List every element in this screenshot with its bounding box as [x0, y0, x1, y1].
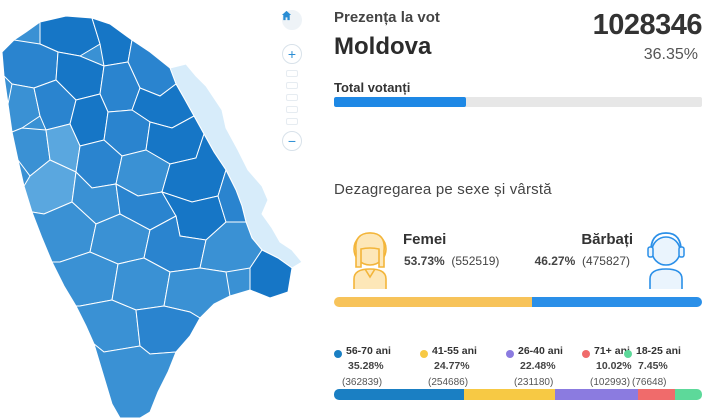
age-group-label: 56-70 ani: [346, 345, 391, 357]
zoom-out-button[interactable]: −: [282, 131, 302, 151]
male-avatar-icon: [644, 227, 688, 294]
female-percent: 53.73%: [404, 254, 445, 268]
age-bar-segment: [463, 389, 555, 400]
female-avatar-icon: [348, 227, 392, 294]
female-label: Femei: [403, 231, 447, 248]
zoom-in-button[interactable]: +: [282, 44, 302, 64]
age-group-count: (76648): [632, 377, 667, 388]
zoom-level[interactable]: [286, 94, 298, 101]
age-groups: 56-70 ani 35.28% (362839) 41-55 ani 24.77% (2…: [334, 344, 702, 400]
age-legend-dot: [624, 350, 632, 358]
age-group-percent: 10.02%: [596, 360, 632, 372]
map-svg[interactable]: [0, 0, 310, 420]
age-legend-dot: [420, 350, 428, 358]
gender-breakdown: Femei 53.73% (552519) Bărbați 46.27% (47…: [334, 223, 702, 311]
map-region-south-8[interactable]: [135, 305, 201, 355]
home-icon: [281, 10, 292, 21]
age-legend-dot: [506, 350, 514, 358]
age-group-percent: 24.77%: [434, 360, 470, 372]
age-bar-segment: [554, 389, 638, 400]
age-group-label: 41-55 ani: [432, 345, 477, 357]
region-name: Moldova: [334, 33, 432, 60]
breakdown-title: Dezagregarea pe sexe și vârstă: [334, 181, 552, 198]
age-group-count: (362839): [342, 377, 383, 388]
home-button[interactable]: [281, 10, 302, 30]
age-group-percent: 22.48%: [520, 360, 556, 372]
age-group-label: 71+ ani: [594, 345, 630, 357]
female-count: (552519): [451, 254, 500, 268]
turnout-progress-bar: [334, 97, 702, 107]
age-bar-segment: [334, 389, 464, 400]
gender-bar-male: [531, 297, 702, 307]
total-votanti-label: Total votanți: [334, 80, 411, 95]
age-group-count: (254686): [428, 377, 469, 388]
turnout-percent: 36.35%: [643, 46, 698, 63]
total-voters-count: 1028346: [592, 9, 703, 41]
gender-bar: [334, 297, 702, 307]
male-label: Bărbați: [581, 231, 633, 248]
male-count: (475827): [581, 254, 630, 268]
age-legend-dot: [582, 350, 590, 358]
panel-title: Prezența la vot: [334, 9, 440, 26]
age-group-label: 26-40 ani: [518, 345, 563, 357]
gender-bar-female: [334, 297, 532, 307]
male-percent: 46.27%: [534, 254, 576, 268]
age-bar-segment: [674, 389, 702, 400]
zoom-level[interactable]: [286, 118, 298, 125]
age-group-label: 18-25 ani: [636, 345, 681, 357]
age-group-percent: 7.45%: [638, 360, 668, 372]
age-bar: [334, 389, 702, 400]
age-group-percent: 35.28%: [348, 360, 384, 372]
male-stats: 46.27% (475827): [535, 254, 630, 268]
age-group-count: (231180): [514, 377, 554, 388]
map-region-gagauzia[interactable]: [75, 299, 141, 353]
age-group-count: (102993): [590, 377, 631, 388]
zoom-levels: [286, 70, 298, 125]
moldova-map[interactable]: + −: [0, 0, 310, 420]
turnout-progress-fill: [334, 97, 467, 107]
female-stats: 53.73% (552519): [404, 254, 499, 268]
map-region-cahul[interactable]: [93, 342, 177, 419]
age-legend-dot: [334, 350, 342, 358]
age-bar-segment: [637, 389, 675, 400]
map-zoom-control: + −: [281, 10, 303, 151]
stats-panel: Prezența la vot Moldova 1028346 36.35% T…: [334, 0, 703, 420]
zoom-level[interactable]: [286, 70, 298, 77]
zoom-level[interactable]: [286, 82, 298, 89]
map-region-stefan-voda[interactable]: [249, 249, 293, 299]
zoom-level[interactable]: [286, 106, 298, 113]
